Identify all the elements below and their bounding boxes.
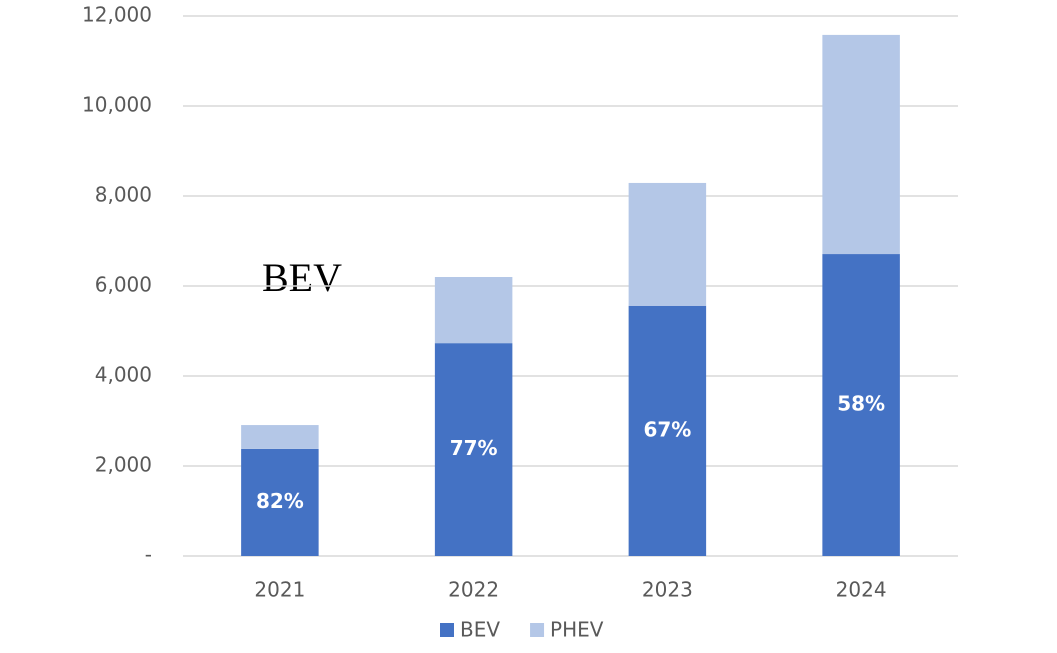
legend-swatch xyxy=(440,623,454,637)
y-tick-label: 8,000 xyxy=(95,183,152,207)
bar-segment xyxy=(822,254,900,557)
share-label: 58% xyxy=(837,392,885,416)
annotation: BEV xyxy=(262,255,342,300)
legend-label: PHEV xyxy=(550,618,604,642)
y-tick-label: 6,000 xyxy=(95,273,152,297)
bar-segment xyxy=(241,425,319,449)
y-tick-label: 2,000 xyxy=(95,453,152,477)
y-tick-label: - xyxy=(145,543,152,567)
bar-segment xyxy=(434,343,513,556)
bar-segment xyxy=(628,182,707,306)
x-tick-label: 2024 xyxy=(836,578,887,602)
bar-segment xyxy=(241,448,319,556)
share-label: 82% xyxy=(256,489,304,513)
y-tick-label: 10,000 xyxy=(82,93,152,117)
share-label: 77% xyxy=(450,436,498,460)
x-tick-label: 2021 xyxy=(254,578,305,602)
legend-label: BEV xyxy=(460,618,500,642)
y-tick-label: 12,000 xyxy=(82,3,152,27)
y-tick-label: 4,000 xyxy=(95,363,152,387)
bar-segment xyxy=(434,277,513,344)
x-tick-label: 2023 xyxy=(642,578,693,602)
x-tick-label: 2022 xyxy=(448,578,499,602)
bar-segment xyxy=(822,34,900,255)
legend-swatch xyxy=(530,623,545,637)
bar-segment xyxy=(628,305,707,556)
share-label: 67% xyxy=(643,417,691,441)
